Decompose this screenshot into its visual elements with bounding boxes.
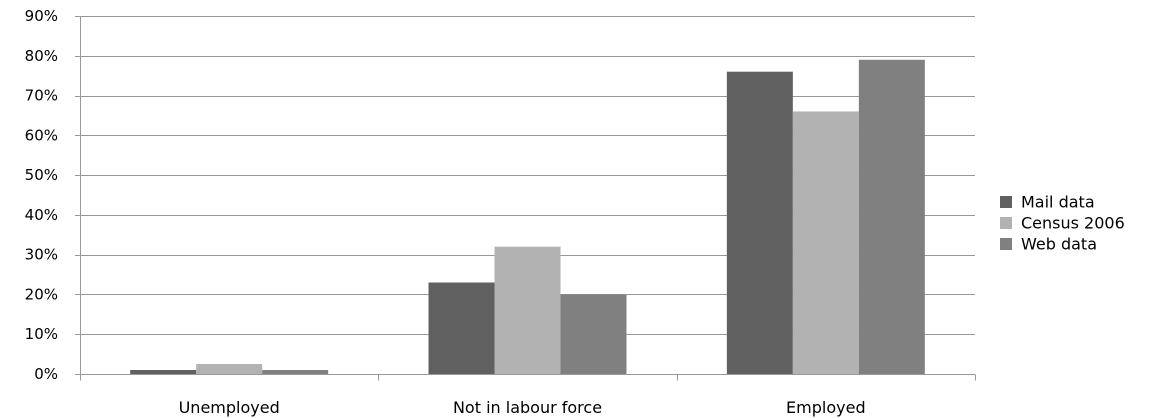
bar-census-2006-not-in-labour-force [494,246,561,374]
legend: Mail data Census 2006 Web data [1000,193,1125,254]
y-tick-label: 40% [25,206,58,224]
legend-swatch [1000,196,1012,208]
legend-label: Census 2006 [1021,214,1125,233]
y-tick-label: 60% [25,126,58,144]
bar-mail-data-employed [726,71,793,374]
legend-swatch [1000,238,1012,250]
x-category-label: Not in labour force [453,398,602,417]
legend-swatch [1000,217,1012,229]
legend-label: Mail data [1021,193,1095,212]
x-category-label: Employed [786,398,866,417]
legend-label: Web data [1021,235,1097,254]
bar-mail-data-not-in-labour-force [428,282,495,374]
y-tick-label: 70% [25,87,58,105]
y-tick-label: 80% [25,47,58,65]
y-axis-tick-labels: 0% 10% 20% 30% 40% 50% 60% 70% 80% 90% [25,7,58,383]
bar-web-data-employed [858,59,925,374]
x-axis [80,16,976,381]
x-category-label: Unemployed [179,398,280,417]
bars [130,59,925,374]
y-tick-label: 0% [34,365,58,383]
bar-census-2006-employed [792,111,859,374]
y-tick-label: 90% [25,7,58,25]
y-tick-label: 20% [25,285,58,303]
y-tick-label: 30% [25,246,58,264]
x-axis-category-labels: Unemployed Not in labour force Employed [179,398,866,417]
y-tick-label: 50% [25,166,58,184]
y-tick-label: 10% [25,325,58,343]
bar-census-2006-unemployed [196,364,263,374]
bar-web-data-not-in-labour-force [560,294,627,374]
bar-web-data-unemployed [262,370,329,374]
bar-mail-data-unemployed [130,370,197,374]
